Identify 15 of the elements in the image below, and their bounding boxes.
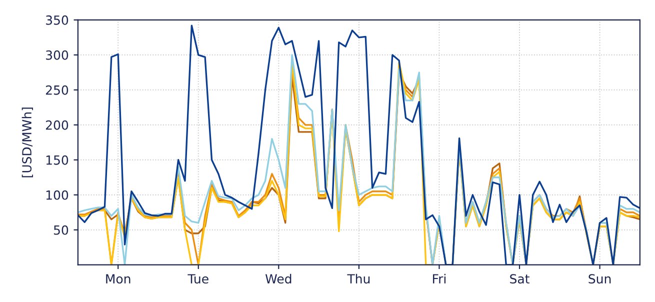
x-tick-label: Thu [347, 274, 370, 284]
y-tick-label: 150 [46, 155, 68, 165]
y-tick-label: 350 [46, 15, 68, 25]
y-tick-label: 250 [46, 85, 68, 95]
x-tick-label: Fri [433, 274, 446, 284]
y-tick-label: 200 [46, 120, 68, 130]
y-tick-label: 300 [46, 50, 68, 60]
x-tick-label: Mon [106, 274, 130, 284]
y-tick-label: 100 [46, 190, 68, 200]
x-tick-label: Sat [510, 274, 530, 284]
y-axis-title: [USD/MWh] [22, 108, 33, 178]
x-tick-label: Sun [588, 274, 611, 284]
x-tick-label: Wed [265, 274, 292, 284]
x-tick-label: Tue [188, 274, 208, 284]
y-tick-label: 50 [54, 225, 68, 235]
